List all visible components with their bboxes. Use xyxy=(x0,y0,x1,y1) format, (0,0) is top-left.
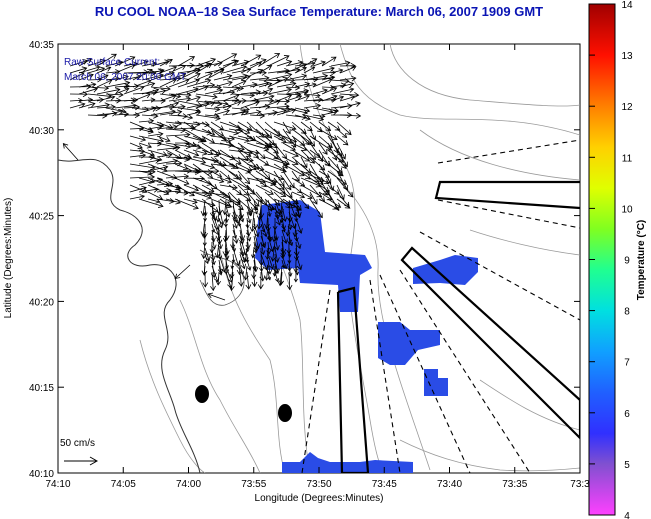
coastline xyxy=(58,158,201,473)
y-tick-label: 40:30 xyxy=(29,126,54,137)
y-tick-label: 40:25 xyxy=(29,212,54,223)
x-tick-label: 74:05 xyxy=(111,479,136,490)
station-marker-1 xyxy=(195,385,209,403)
station-marker-2 xyxy=(278,404,292,422)
current-legend-line1: Raw Surface Current: xyxy=(64,57,161,68)
x-tick-label: 73:45 xyxy=(372,479,397,490)
current-legend: Raw Surface Current: March 06, 2007 20:0… xyxy=(64,55,186,85)
x-tick-label: 74:10 xyxy=(45,479,70,490)
y-axis: 40:35 40:30 40:25 40:20 40:15 40:10 xyxy=(29,40,580,480)
x-tick-label: 73:3 xyxy=(570,479,590,490)
colorbar-tick-label: 7 xyxy=(624,358,630,369)
colorbar-tick-label: 8 xyxy=(624,307,630,318)
x-tick-label: 73:50 xyxy=(306,479,331,490)
surface-current-vectors xyxy=(62,53,362,301)
x-tick-label: 73:40 xyxy=(437,479,462,490)
y-tick-label: 40:10 xyxy=(29,469,54,480)
scale-label: 50 cm/s xyxy=(60,438,96,449)
y-tick-label: 40:20 xyxy=(29,297,54,308)
colorbar-tick-label: 10 xyxy=(621,204,633,215)
colorbar-tick-label: 6 xyxy=(624,409,630,420)
y-axis-label: Latitude (Degrees:Minutes) xyxy=(3,198,14,319)
y-tick-label: 40:15 xyxy=(29,383,54,394)
sst-patch-south xyxy=(282,452,413,473)
current-legend-line2: March 06, 2007 20:00 GMT xyxy=(64,72,187,83)
x-tick-label: 73:35 xyxy=(502,479,527,490)
colorbar-tick-label: 13 xyxy=(621,51,633,62)
colorbar-tick-label: 12 xyxy=(621,102,633,113)
sst-patch-mid xyxy=(378,322,440,365)
colorbar-tick-label: 5 xyxy=(624,460,630,471)
x-axis: 74:10 74:05 74:00 73:55 73:50 73:45 73:40 73:35… xyxy=(45,44,590,490)
sst-patch-small xyxy=(424,369,448,396)
radar-sector-lines xyxy=(301,139,580,473)
radar-sector-boxes xyxy=(336,180,580,473)
sst-patch-east xyxy=(413,255,478,285)
colorbar xyxy=(588,3,616,516)
colorbar-tick-label: 9 xyxy=(624,256,630,267)
colorbar-tick-label: 11 xyxy=(622,153,633,164)
x-tick-label: 74:00 xyxy=(176,479,201,490)
coastline-inlet xyxy=(199,249,245,306)
x-axis-label: Longitude (Degrees:Minutes) xyxy=(255,493,384,504)
y-tick-label: 40:35 xyxy=(29,40,54,51)
map-title: RU COOL NOAA–18 Sea Surface Temperature:… xyxy=(94,4,544,19)
x-tick-label: 73:55 xyxy=(241,479,266,490)
colorbar-tick-label: 14 xyxy=(621,0,633,11)
colorbar-tick-label: 4 xyxy=(624,511,630,519)
scale-arrowhead xyxy=(89,456,99,466)
colorbar-label: Temperature (°C) xyxy=(636,220,647,301)
colorbar-ticks: 14 13 12 11 10 9 8 7 6 5 4 xyxy=(589,0,633,519)
